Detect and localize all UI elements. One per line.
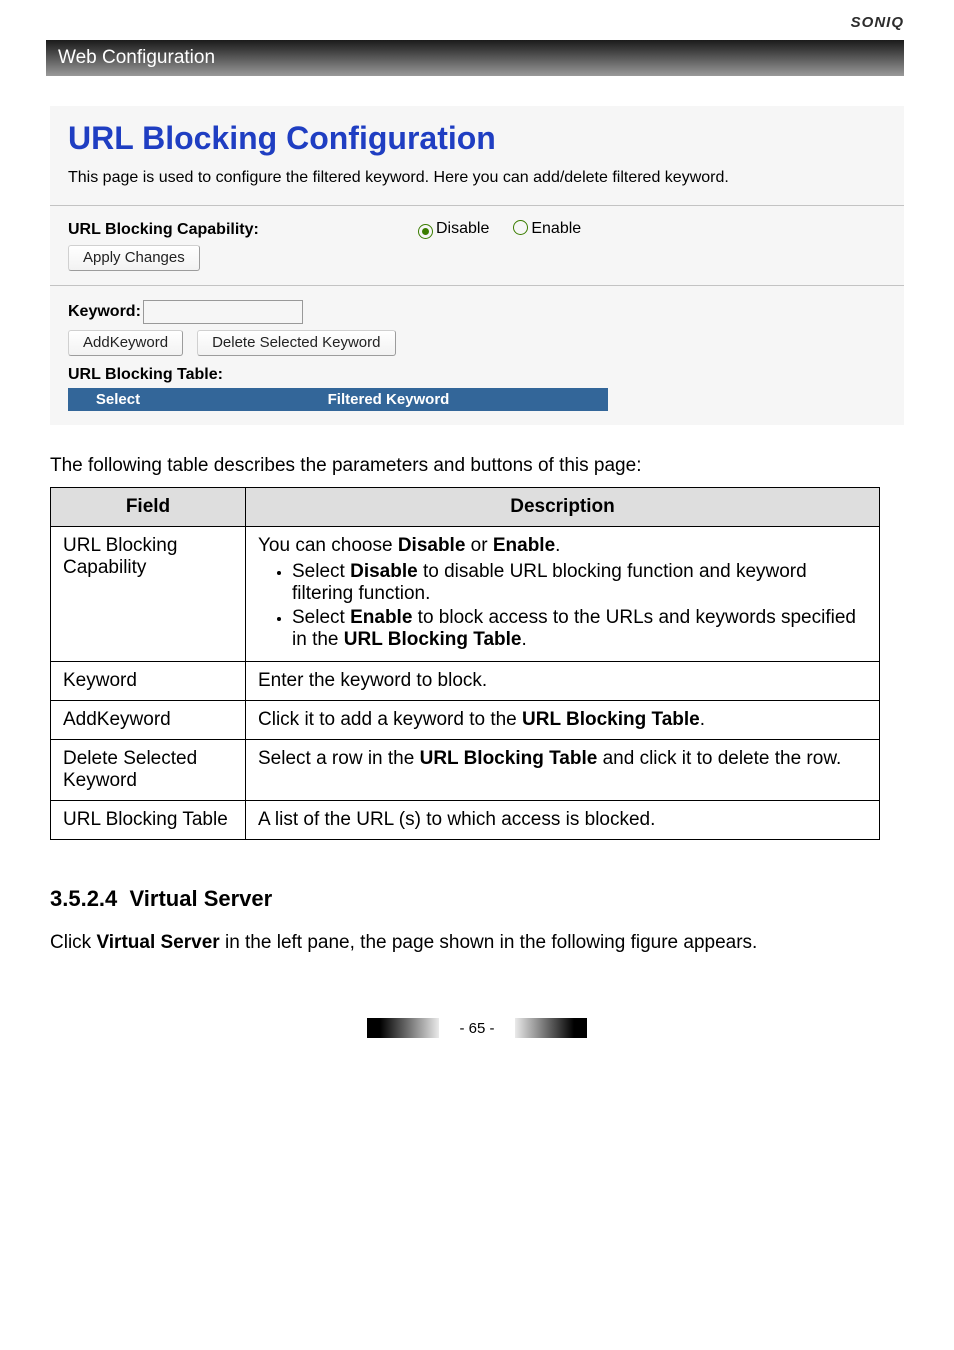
field-cell: Keyword [51, 662, 246, 701]
config-desc: This page is used to configure the filte… [68, 169, 886, 187]
add-keyword-button[interactable]: AddKeyword [68, 330, 183, 356]
field-cell: URL Blocking Capability [51, 527, 246, 662]
brand-logo: SONIQ [851, 14, 904, 31]
body-paragraph: Click Virtual Server in the left pane, t… [50, 928, 904, 958]
chapter-bar: Web Configuration [46, 40, 904, 76]
field-cell: AddKeyword [51, 701, 246, 740]
section-heading: 3.5.2.4 Virtual Server [50, 886, 904, 912]
table-row: URL Blocking Capability You can choose D… [51, 527, 880, 662]
keyword-input[interactable] [143, 300, 303, 324]
keyword-section: Keyword: AddKeyword Delete Selected Keyw… [50, 286, 904, 425]
radio-enable-label: Enable [531, 220, 581, 237]
capability-label: URL Blocking Capability: [68, 221, 418, 239]
field-cell: URL Blocking Table [51, 801, 246, 840]
page-footer: - 65 - [0, 1018, 954, 1068]
page-number: - 65 - [459, 1020, 494, 1037]
capability-radio-group: Disable Enable [418, 220, 581, 239]
desc-cell: Enter the keyword to block. [246, 662, 880, 701]
radio-enable[interactable]: Enable [513, 220, 581, 239]
radio-enable-icon [513, 220, 528, 235]
footer-ornament-left [367, 1018, 439, 1038]
radio-disable-label: Disable [436, 220, 489, 237]
list-item: Select Disable to disable URL blocking f… [292, 561, 867, 605]
footer-ornament-right [515, 1018, 587, 1038]
desc-cell: Click it to add a keyword to the URL Blo… [246, 701, 880, 740]
table-row: Keyword Enter the keyword to block. [51, 662, 880, 701]
chapter-title: Web Configuration [46, 47, 215, 69]
apply-changes-button[interactable]: Apply Changes [68, 245, 200, 271]
th-select: Select [68, 388, 168, 411]
table-row: URL Blocking Table A list of the URL (s)… [51, 801, 880, 840]
param-table: Field Description URL Blocking Capabilit… [50, 487, 880, 840]
url-blocking-table: Select Filtered Keyword [68, 388, 886, 411]
th-field: Field [51, 488, 246, 527]
radio-disable[interactable]: Disable [418, 220, 489, 239]
table-row: Delete Selected Keyword Select a row in … [51, 740, 880, 801]
list-item: Select Enable to block access to the URL… [292, 607, 867, 651]
th-filtered: Filtered Keyword [168, 388, 608, 411]
desc-cell: Select a row in the URL Blocking Table a… [246, 740, 880, 801]
brand-bar: SONIQ [0, 0, 954, 40]
desc-cell: You can choose Disable or Enable. Select… [246, 527, 880, 662]
field-cell: Delete Selected Keyword [51, 740, 246, 801]
table-row: AddKeyword Click it to add a keyword to … [51, 701, 880, 740]
config-title: URL Blocking Configuration [68, 120, 886, 157]
th-desc: Description [246, 488, 880, 527]
url-blocking-table-heading: URL Blocking Table: [68, 366, 886, 384]
config-block: URL Blocking Configuration This page is … [50, 106, 904, 206]
intro-line: The following table describes the parame… [0, 455, 954, 477]
radio-disable-icon [418, 224, 433, 239]
capability-section: URL Blocking Capability: Disable Enable … [50, 206, 904, 286]
keyword-label: Keyword: [68, 303, 141, 321]
delete-selected-keyword-button[interactable]: Delete Selected Keyword [197, 330, 395, 356]
desc-cell: A list of the URL (s) to which access is… [246, 801, 880, 840]
